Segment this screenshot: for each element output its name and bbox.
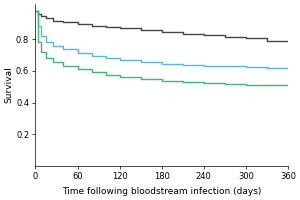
X-axis label: Time following bloodstream infection (days): Time following bloodstream infection (da…	[62, 187, 261, 196]
Y-axis label: Survival: Survival	[4, 67, 13, 103]
